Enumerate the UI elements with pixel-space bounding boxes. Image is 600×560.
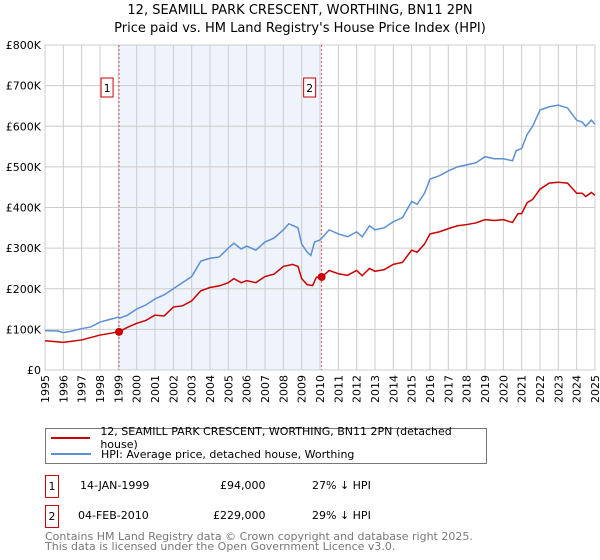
sale-row: 2 04-FEB-2010 £229,000 29% ↓ HPI	[45, 505, 445, 529]
x-tick-label: 2012	[351, 375, 364, 403]
x-tick-label: 1996	[57, 375, 70, 403]
y-tick-label: £100K	[6, 323, 42, 336]
x-tick-label: 2022	[534, 375, 547, 403]
footer-licence: This data is licensed under the Open Gov…	[45, 540, 396, 553]
x-tick-label: 2018	[461, 375, 474, 403]
x-tick-label: 2007	[259, 375, 272, 403]
y-tick-label: £0	[27, 364, 41, 377]
x-tick-label: 2024	[571, 375, 584, 403]
plot-frame	[44, 44, 596, 371]
footer: Contains HM Land Registry data © Crown c…	[45, 530, 473, 553]
legend-swatch-property	[51, 437, 91, 439]
x-tick-label: 2013	[369, 375, 382, 403]
sale-row: 1 14-JAN-1999 £94,000 27% ↓ HPI	[45, 475, 445, 499]
x-tick-label: 2001	[149, 375, 162, 403]
x-tick-label: 2000	[131, 375, 144, 403]
x-tick-label: 2011	[332, 375, 345, 403]
y-tick-label: £800K	[6, 39, 42, 52]
legend-swatch-hpi	[51, 453, 91, 455]
footer-copyright: Contains HM Land Registry data © Crown c…	[45, 530, 473, 543]
x-tick-label: 2002	[167, 375, 180, 403]
sale-label: 1	[104, 82, 111, 95]
x-tick-label: 2005	[222, 375, 235, 403]
sale-price: £229,000	[213, 509, 266, 522]
legend: 12, SEAMILL PARK CRESCENT, WORTHING, BN1…	[45, 425, 487, 464]
x-tick-label: 2017	[442, 375, 455, 403]
x-tick-label: 2020	[497, 375, 510, 403]
x-tick-label: 2003	[186, 375, 199, 403]
sale-label: 2	[306, 82, 313, 95]
chart-subtitle: Price paid vs. HM Land Registry's House …	[114, 21, 486, 36]
legend-label-property: 12, SEAMILL PARK CRESCENT, WORTHING, BN1…	[100, 425, 452, 451]
x-tick-label: 1997	[76, 375, 89, 403]
sale-date: 14-JAN-1999	[80, 479, 150, 492]
y-tick-label: £300K	[6, 242, 42, 255]
y-tick-label: £500K	[6, 161, 42, 174]
sale-label-box	[303, 77, 317, 98]
y-tick-label: £600K	[6, 120, 42, 133]
chart-title: 12, SEAMILL PARK CRESCENT, WORTHING, BN1…	[127, 3, 473, 18]
price-chart: 1995 1996 1997 1998 1999 2000 2001 2002 2003 2004…	[6, 39, 600, 403]
sale-hpi-diff: 29% ↓ HPI	[312, 509, 371, 522]
sale-price: £94,000	[220, 479, 266, 492]
x-tick-label: 1995	[39, 375, 52, 403]
x-tick-label: 2004	[204, 375, 217, 403]
y-tick-label: £200K	[6, 283, 42, 296]
y-tick-label: £700K	[6, 80, 42, 93]
sale-badge: 1	[45, 475, 59, 498]
x-tick-label: 2025	[589, 375, 600, 403]
x-tick-label: 1999	[112, 375, 125, 403]
sale-label-box	[100, 77, 114, 98]
x-tick-label: 2009	[296, 375, 309, 403]
x-tick-label: 1998	[94, 375, 107, 403]
x-tick-label: 2014	[387, 375, 400, 403]
x-tick-label: 2010	[314, 375, 327, 403]
property-price-line	[44, 181, 596, 344]
x-tick-label: 2023	[552, 375, 565, 403]
x-tick-label: 2021	[516, 375, 529, 403]
sale-hpi-diff: 27% ↓ HPI	[312, 479, 371, 492]
x-tick-label: 2015	[406, 375, 419, 403]
y-tick-label: £400K	[6, 202, 42, 215]
x-tick-label: 2008	[277, 375, 290, 403]
hpi-line	[44, 104, 596, 334]
legend-label-hpi: HPI: Average price, detached house, Wort…	[101, 447, 355, 461]
x-tick-label: 2019	[479, 375, 492, 403]
x-tick-label: 2006	[241, 375, 254, 403]
sale-date: 04-FEB-2010	[78, 509, 149, 522]
sale-point	[115, 327, 124, 336]
sale-point	[317, 272, 326, 281]
x-tick-label: 2016	[424, 375, 437, 403]
sale-badge: 2	[45, 505, 59, 528]
